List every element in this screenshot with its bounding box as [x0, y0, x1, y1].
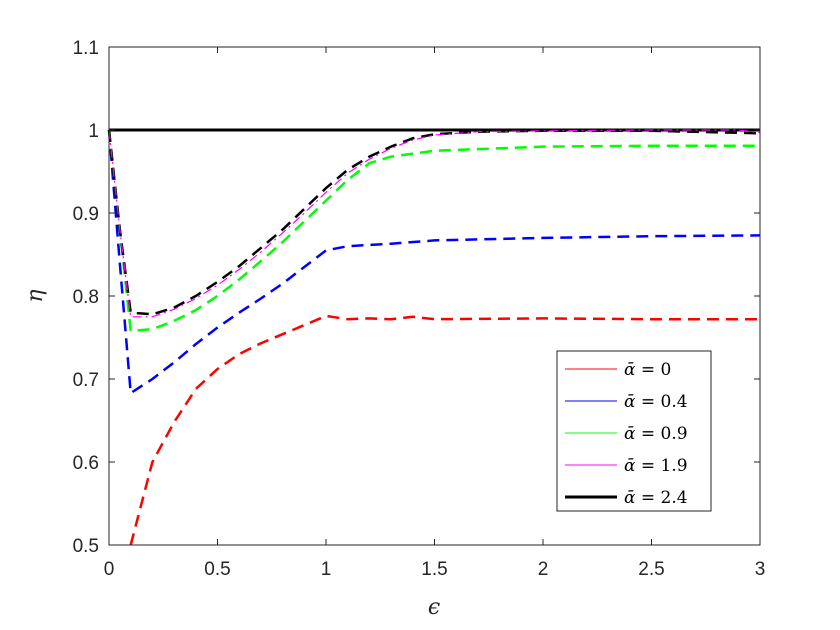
x-axis-label: ϵ: [428, 595, 440, 620]
x-tick-label: 1.5: [421, 559, 447, 580]
legend-entry-label: ᾱ = 1.9: [624, 456, 688, 476]
y-tick-label: 1.1: [73, 38, 99, 59]
y-tick-label: 1: [88, 121, 99, 142]
y-tick-label: 0.5: [73, 536, 99, 557]
legend-entry-label: ᾱ = 0.4: [624, 392, 688, 412]
legend-entry-label: ᾱ = 2.4: [624, 488, 688, 508]
y-tick-label: 0.6: [73, 453, 99, 474]
y-tick-label: 0.9: [73, 204, 99, 225]
legend-entry-label: ᾱ = 0: [624, 360, 671, 380]
y-axis-label: η: [23, 289, 48, 302]
series-line-2: [107, 129, 760, 333]
y-tick-label: 0.8: [73, 287, 99, 308]
legend-entry-label: ᾱ = 0.9: [624, 424, 688, 444]
legend-box: [556, 350, 712, 512]
x-tick-label: 0.5: [204, 559, 230, 580]
y-tick-label: 0.7: [73, 370, 99, 391]
x-tick-label: 0: [104, 559, 115, 580]
x-tick-label: 3: [755, 559, 766, 580]
series-line-0: [129, 314, 760, 546]
series-line-1: [107, 129, 761, 395]
y-axis-ticks: 0.5 0.6 0.7 0.8 0.9 1 1.1: [73, 38, 760, 557]
x-tick-label: 1: [321, 559, 332, 580]
x-axis-ticks: 0 0.5 1 1.5 2 2.5 3: [104, 47, 766, 580]
x-tick-label: 2: [538, 559, 549, 580]
series-layer: [107, 128, 761, 546]
legend: ᾱ = 0 ᾱ = 0.4 ᾱ = 0.9 ᾱ = 1.9 ᾱ = 2.4: [556, 350, 712, 512]
x-tick-label: 2.5: [638, 559, 664, 580]
